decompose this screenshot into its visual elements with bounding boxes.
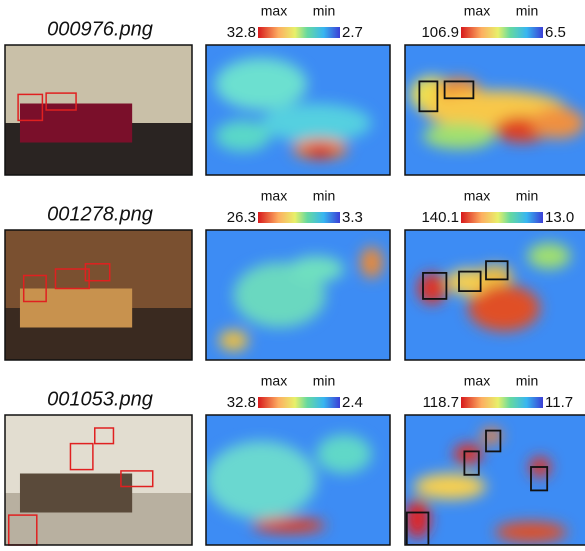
heatmap <box>206 230 390 360</box>
photo-object <box>20 289 132 328</box>
min-value: 11.7 <box>545 394 573 411</box>
max-label: max <box>261 3 287 19</box>
heat-blob <box>423 123 495 149</box>
max-value: 140.1 <box>421 209 459 226</box>
heat-blob <box>206 441 316 519</box>
photo-object <box>20 474 132 513</box>
max-value: 118.7 <box>423 394 459 411</box>
min-label: min <box>516 3 539 19</box>
max-label: max <box>261 373 287 389</box>
max-value: 32.8 <box>227 24 256 41</box>
heatmap <box>405 415 585 545</box>
colorbar <box>258 212 340 223</box>
min-value: 2.4 <box>342 394 363 411</box>
heat-blob <box>361 247 383 278</box>
min-label: min <box>313 188 336 204</box>
heat-blob <box>215 58 307 110</box>
max-label: max <box>464 373 490 389</box>
heat-blob <box>495 522 567 543</box>
heat-blob <box>215 120 270 151</box>
filename: 001278.png <box>47 203 153 225</box>
heat-blob <box>219 330 248 351</box>
min-label: min <box>313 3 336 19</box>
heatmap <box>405 230 585 360</box>
min-value: 3.3 <box>342 209 363 226</box>
max-value: 26.3 <box>227 209 256 226</box>
heat-blob <box>414 474 486 500</box>
heat-blob <box>531 107 585 138</box>
heat-blob <box>252 518 326 534</box>
max-label: max <box>261 188 287 204</box>
min-value: 6.5 <box>545 24 566 41</box>
figure: 000976.png max min 32.8 2.7 max min 106.9 6.5 001… <box>0 0 585 551</box>
heatmap <box>405 45 585 175</box>
max-value: 106.9 <box>421 24 459 41</box>
filename: 000976.png <box>47 18 153 40</box>
colorbar <box>258 27 340 38</box>
colorbar <box>258 397 340 408</box>
min-label: min <box>313 373 336 389</box>
min-value: 2.7 <box>342 24 363 41</box>
max-label: max <box>464 188 490 204</box>
heat-blob <box>289 256 344 282</box>
min-label: min <box>516 373 539 389</box>
colorbar <box>461 397 543 408</box>
heat-blob <box>316 435 371 474</box>
heat-blob <box>305 145 334 158</box>
max-value: 32.8 <box>227 394 256 411</box>
heat-blob <box>261 104 371 143</box>
colorbar <box>461 27 543 38</box>
colorbar <box>461 212 543 223</box>
max-label: max <box>464 3 490 19</box>
min-label: min <box>516 188 539 204</box>
heat-blob <box>405 500 430 539</box>
min-value: 13.0 <box>545 209 574 226</box>
heatmap <box>206 45 390 175</box>
filename: 001053.png <box>47 388 153 410</box>
heatmap <box>206 415 390 545</box>
heat-blob <box>527 243 570 269</box>
